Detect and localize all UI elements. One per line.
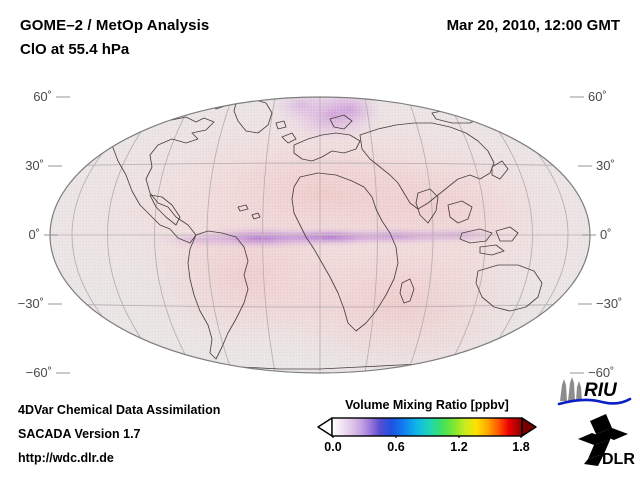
graticule [50,97,590,373]
lat-label-right-0: 0˚ [600,227,612,242]
lat-label-right-60: 60˚ [588,89,607,104]
lat-label-right-m30: −30˚ [596,296,622,311]
colorbar-gradient [316,416,538,440]
footer-url-link[interactable]: http://wdc.dlr.de [18,451,114,465]
cb-tick-0: 0.0 [324,440,342,454]
lat-label-left-30: 30˚ [25,158,44,173]
riu-wordmark: RIU [584,380,618,401]
lat-label-left-0: 0˚ [28,227,40,242]
timestamp-label: Mar 20, 2010, 12:00 GMT [446,17,620,34]
colorbar: Volume Mixing Ratio [ppbv] [316,398,538,458]
dlr-bird-icon [578,414,628,466]
riu-logo: RIU [556,375,632,409]
latitude-ticks [44,96,596,374]
colorbar-tick-labels: 0.0 0.6 1.2 1.8 [316,440,538,458]
riu-swoosh-icon [557,397,632,406]
footer-method-label: 4DVar Chemical Data Assimilation [18,403,221,417]
lat-label-left-60: 60˚ [33,89,52,104]
data-field [50,97,590,373]
lat-label-left-m30: −30˚ [18,296,44,311]
dlr-wordmark: DLR [602,451,635,468]
cb-tick-1: 0.6 [387,440,405,454]
lat-label-left-m60: −60˚ [26,365,52,380]
page-subtitle: ClO at 55.4 hPa [20,41,130,58]
lat-label-right-30: 30˚ [596,158,615,173]
dlr-logo: DLR [566,412,636,470]
world-map-svg: 60˚ 30˚ 0˚ −30˚ −60˚ 60˚ 30˚ 0˚ −30˚ −60… [18,89,623,380]
world-map-panel: 60˚ 30˚ 0˚ −30˚ −60˚ 60˚ 30˚ 0˚ −30˚ −60… [0,75,640,380]
page-title: GOME–2 / MetOp Analysis [20,17,210,34]
colorbar-title: Volume Mixing Ratio [ppbv] [345,398,509,412]
cb-tick-2: 1.2 [450,440,468,454]
lat-label-right-m60: −60˚ [588,365,614,380]
latitude-labels: 60˚ 30˚ 0˚ −30˚ −60˚ 60˚ 30˚ 0˚ −30˚ −60… [18,89,623,380]
cb-tick-3: 1.8 [512,440,530,454]
riu-tower-icon [560,377,582,401]
footer-version-label: SACADA Version 1.7 [18,427,141,441]
